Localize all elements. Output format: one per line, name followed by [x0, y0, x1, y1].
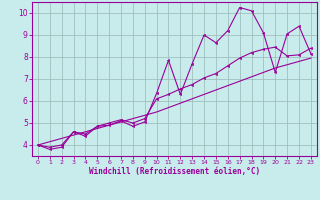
- X-axis label: Windchill (Refroidissement éolien,°C): Windchill (Refroidissement éolien,°C): [89, 167, 260, 176]
